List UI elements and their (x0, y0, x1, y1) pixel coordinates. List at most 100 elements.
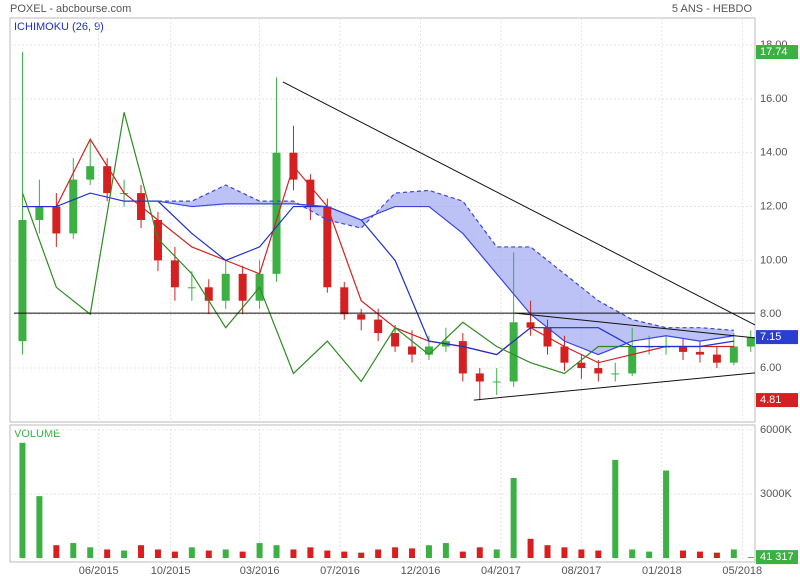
candle-body (712, 354, 721, 363)
volume-bar (307, 547, 314, 558)
x-tick-label: 03/2016 (240, 565, 280, 577)
volume-bar (476, 547, 483, 558)
candle-body (323, 206, 332, 288)
candle-body (611, 373, 620, 375)
candle-body (272, 152, 281, 274)
candle-body (746, 337, 755, 347)
x-tick-label: 05/2018 (722, 565, 762, 577)
candle-body (52, 206, 61, 234)
x-tick-label: 01/2018 (642, 565, 682, 577)
candle-body (238, 273, 247, 301)
trend-line (282, 81, 756, 326)
volume-bar (341, 551, 348, 558)
volume-bar (36, 496, 43, 558)
volume-bar (256, 543, 263, 558)
volume-bar (493, 549, 500, 558)
volume-bar (595, 550, 602, 558)
candle-body (628, 346, 637, 374)
candle-body (187, 287, 196, 289)
volume-bar (680, 550, 687, 558)
candle-body (221, 273, 230, 301)
volume-bar (87, 547, 94, 558)
candle-body (374, 319, 383, 334)
candle-body (103, 166, 112, 194)
volume-bar (290, 549, 297, 558)
y-tick-label: 12.00 (760, 200, 788, 212)
indicator-label: ICHIMOKU (26, 9) (14, 21, 104, 33)
price-marker-label: 17.74 (760, 46, 788, 58)
volume-bar (324, 550, 331, 558)
volume-bar (53, 545, 60, 558)
volume-bar (663, 470, 670, 558)
volume-bar (747, 557, 754, 558)
ichimoku-line (22, 138, 734, 364)
volume-bar (646, 551, 653, 558)
y-tick-label: 6.00 (760, 362, 781, 374)
volume-label: VOLUME (14, 428, 60, 440)
ichimoku-line (21, 112, 633, 383)
candle-body (458, 341, 467, 374)
volume-bar (459, 551, 466, 558)
y-tick-label: 8.00 (760, 308, 781, 320)
y-tick-label: 14.00 (760, 147, 788, 159)
candle-body (170, 260, 179, 288)
candle-body (153, 220, 162, 261)
x-tick-label: 07/2016 (320, 565, 360, 577)
trend-line (514, 312, 756, 339)
candle-body (340, 287, 349, 315)
price-panel (9, 17, 756, 423)
price-marker (756, 45, 798, 60)
volume-bar (375, 549, 382, 558)
price-marker-label: 4.81 (760, 394, 781, 406)
volume-bar (561, 547, 568, 558)
volume-bar (713, 552, 720, 558)
volume-bar (425, 545, 432, 558)
candle-body (357, 314, 366, 320)
x-tick-label: 10/2015 (151, 565, 191, 577)
ichimoku-line (22, 192, 734, 356)
x-tick-label: 06/2015 (79, 565, 119, 577)
volume-bar (578, 549, 585, 558)
candle-body (729, 346, 738, 363)
candle-body (475, 373, 484, 382)
candle-body (492, 381, 501, 383)
volume-bar (70, 543, 77, 558)
volume-bar (171, 551, 178, 558)
volume-bar (392, 547, 399, 558)
volume-bar (612, 459, 619, 558)
y-tick-label: 10.00 (760, 254, 788, 266)
x-tick-label: 04/2017 (481, 565, 521, 577)
volume-bar (188, 547, 195, 558)
price-marker (756, 393, 798, 408)
volume-bar (222, 549, 229, 558)
candle-body (424, 346, 433, 355)
volume-marker-label: 41 317 (760, 551, 794, 563)
ichimoku-line (157, 184, 734, 331)
candle-body (679, 346, 688, 352)
volume-bar (205, 550, 212, 558)
price-marker-label: 7.15 (760, 331, 781, 343)
candle-body (509, 322, 518, 382)
volume-bar (510, 478, 517, 558)
volume-marker (756, 550, 798, 565)
candle-body (594, 368, 603, 374)
volume-bar (409, 548, 416, 558)
chart-subtitle: 5 ANS - HEBDO (672, 3, 753, 15)
volume-bar (19, 442, 26, 558)
x-tick-label: 12/2016 (401, 565, 441, 577)
candle-body (391, 333, 400, 347)
volume-bar (154, 549, 161, 558)
candle-body (69, 179, 78, 234)
y-tick-label: 16.00 (760, 93, 788, 105)
volume-bar (527, 538, 534, 558)
candle-body (408, 346, 417, 355)
candle-body (577, 362, 586, 369)
candle-body (695, 351, 704, 355)
volume-bar (121, 550, 128, 558)
candle-body (35, 206, 44, 220)
ichimoku-line (157, 200, 734, 356)
volume-bar (629, 549, 636, 558)
volume-bar (273, 545, 280, 558)
chart-title: POXEL - abcbourse.com (10, 3, 131, 15)
